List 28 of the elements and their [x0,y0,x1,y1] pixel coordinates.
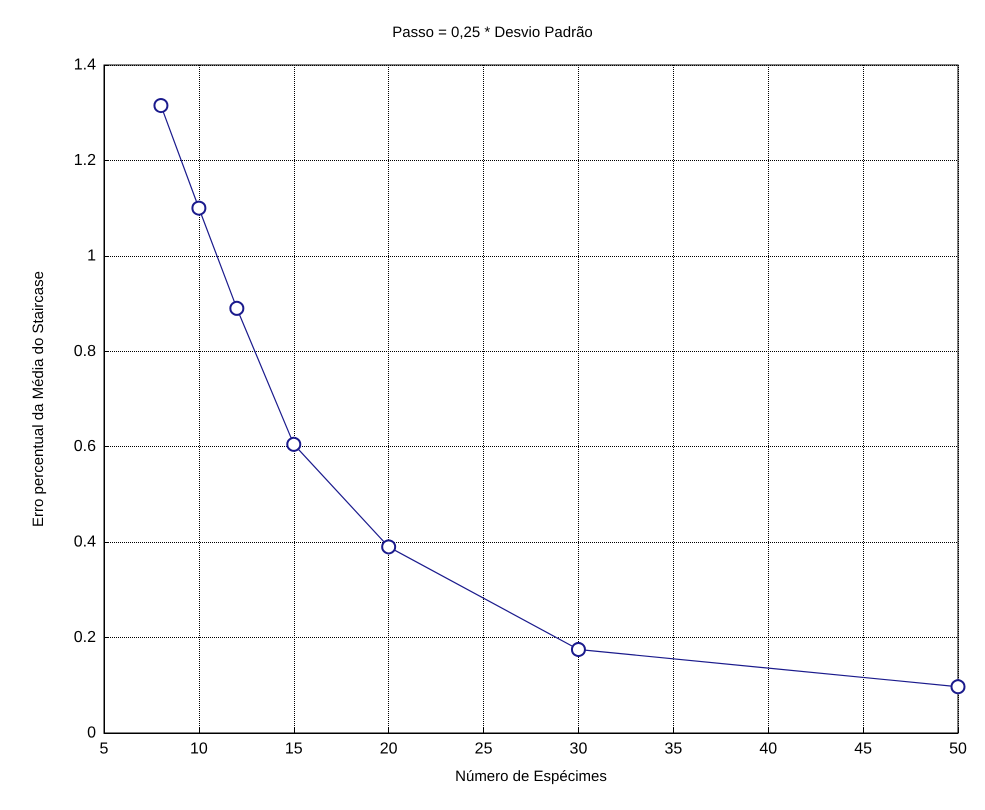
y-tick-label: 0.2 [74,629,96,646]
point [381,539,396,554]
point [570,642,586,657]
x-tick-label: 35 [664,740,682,758]
y-tick-label: 0.6 [74,438,96,456]
x-tick-label: 45 [854,740,872,758]
x-tick-label: 20 [380,740,398,758]
y-tick-label: 0.8 [74,342,96,360]
y-tick-label: 1.2 [74,152,96,169]
x-tick-label: 15 [284,740,303,758]
y-tick-label: 0 [87,724,96,742]
chart-title: Passo = 0,25 * Desvio Padrão [392,24,593,41]
y-axis-title: Erro percentual da Média do Staircase [30,271,47,527]
x-tick-label: 25 [474,740,493,758]
point [286,436,302,452]
x-tick-label: 50 [949,740,967,758]
x-tick-label: 30 [570,740,588,758]
point [153,98,168,114]
x-tick-label: 10 [190,740,208,758]
y-tick-label: 0.4 [74,534,96,551]
point [950,679,966,694]
point [191,200,206,216]
y-tick-label: 1.4 [74,56,96,74]
x-axis-title: Número de Espécimes [455,768,607,785]
x-tick-label: 5 [100,740,109,758]
y-tick-label: 1 [87,247,96,264]
point [229,300,244,316]
x-tick-label: 40 [759,740,778,758]
